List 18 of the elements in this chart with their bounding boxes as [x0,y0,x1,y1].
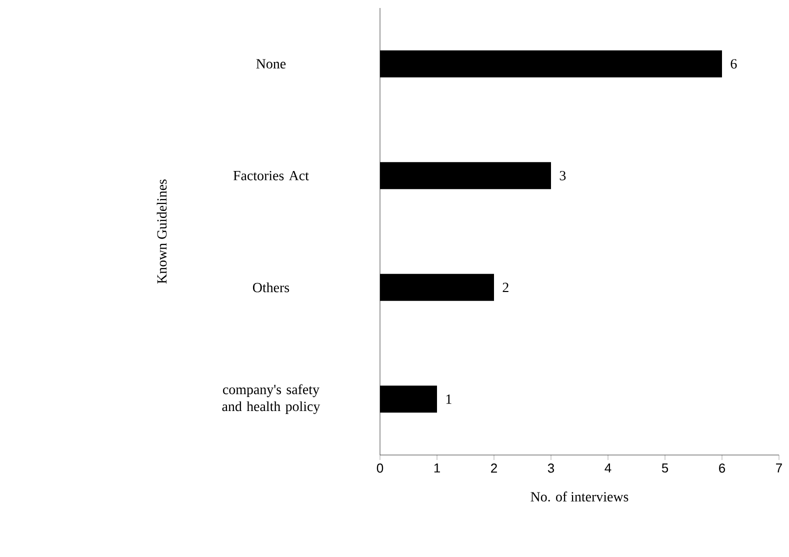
data-label: 6 [730,59,737,69]
x-tick-label: 5 [662,464,668,473]
y-axis-title: Known Guidelines [156,180,167,284]
y-tick-label: None [256,59,286,69]
x-tick-label: 1 [434,464,440,472]
x-tick-label: 2 [491,464,497,473]
data-label: 1 [446,394,452,404]
x-tick-label: 7 [776,464,782,472]
x-tick-label: 4 [604,464,612,472]
data-label: 2 [502,282,508,292]
x-tick-label: 6 [719,464,726,473]
y-tick-label: Others [252,282,290,292]
data-label: 3 [560,170,566,180]
y-tick-label: Factories Act [233,170,309,180]
x-axis-title: No. of interviews [530,492,628,502]
y-tick-label: company's safety and health policy [222,384,320,414]
x-tick-label: 0 [376,464,384,473]
x-tick-label: 3 [548,464,554,473]
